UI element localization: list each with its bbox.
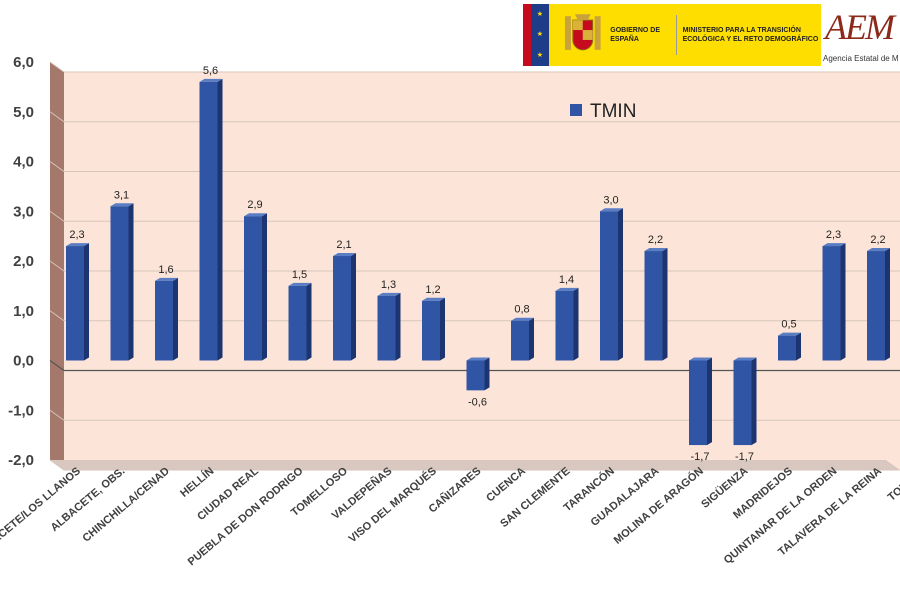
gridline	[49, 61, 65, 73]
bar	[822, 243, 846, 361]
bar	[644, 248, 668, 361]
y-tick-label: 0,0	[13, 353, 34, 370]
data-label: 2,1	[336, 239, 351, 251]
x-tick-label: ALBACETE, OBS.	[49, 465, 128, 534]
x-tick-label: VISO DEL MARQUÉS	[346, 464, 439, 545]
data-label: 2,3	[69, 229, 84, 241]
legend-swatch	[570, 104, 582, 116]
gridline	[49, 360, 65, 371]
bar	[511, 317, 534, 361]
data-label: -0,6	[468, 396, 487, 408]
data-label: 1,5	[292, 269, 307, 281]
plot-area	[49, 61, 900, 471]
floor	[50, 460, 900, 470]
aemet-subtitle: Agencia Estatal de M	[823, 54, 899, 63]
data-label: 0,5	[781, 319, 796, 331]
data-label: -1,7	[691, 451, 710, 463]
bar	[66, 243, 89, 361]
bar	[733, 357, 757, 446]
ministry-label: MINISTERIO PARA LA TRANSICIÓN ECOLÓGICA …	[682, 27, 819, 43]
data-label: 2,3	[826, 229, 841, 241]
gridline	[49, 310, 65, 322]
x-tick-label: CHINCHILLA/CENAD	[80, 465, 172, 545]
legend-label: TMIN	[590, 101, 636, 122]
gridline	[49, 161, 65, 172]
data-label: 5,6	[203, 65, 218, 77]
data-label: 2,2	[870, 234, 885, 246]
bar	[689, 357, 712, 446]
bar	[466, 357, 490, 391]
data-label: 2,2	[648, 234, 663, 246]
y-axis: -2,0 -1,0 0,0 1,0 2,0 3,0 4,0 5,0 6,0	[8, 54, 34, 469]
bar-series	[66, 78, 890, 446]
gridline	[49, 111, 65, 123]
bar	[377, 292, 401, 361]
gridline	[49, 260, 65, 272]
gridline	[49, 459, 65, 471]
data-label: 1,2	[425, 284, 440, 296]
bar	[555, 287, 579, 361]
y-tick-label: -1,0	[8, 402, 34, 419]
data-label: 1,4	[559, 274, 574, 286]
data-label: 3,1	[114, 189, 129, 201]
bar	[155, 277, 178, 361]
data-label: 1,3	[381, 279, 396, 291]
coat-of-arms-icon	[564, 14, 601, 51]
aemet-logo: AEM Agencia Estatal de M	[821, 4, 900, 66]
gridline	[49, 210, 65, 222]
bar	[333, 253, 356, 361]
government-label: GOBIERNO DE ESPAÑA	[610, 27, 661, 43]
y-tick-label: -2,0	[8, 452, 34, 469]
data-label: 1,6	[158, 264, 173, 276]
bar	[199, 78, 223, 361]
bar	[600, 208, 623, 361]
legend: TMIN	[570, 101, 636, 122]
data-label: 2,9	[247, 199, 262, 211]
y-tick-label: 6,0	[13, 54, 34, 71]
data-label: 0,8	[514, 304, 529, 316]
bar	[110, 203, 134, 361]
bar	[867, 248, 890, 361]
data-labels: 2,3 3,1 1,6 5,6 2,9 1,5 2,1 1,3 1,2 -0,6 0,8 1,4 3,0…	[69, 65, 885, 463]
data-label: -1,7	[735, 451, 754, 463]
y-tick-label: 1,0	[13, 303, 34, 320]
eu-flag-icon: ★ ★ ★	[523, 4, 549, 66]
bar	[244, 213, 267, 361]
government-logo: ★ ★ ★ GOBIERNO DE ESPAÑA MINISTERIO PARA L…	[523, 4, 821, 66]
data-label: 3,0	[603, 194, 618, 206]
aemet-mark: AEM	[825, 7, 895, 47]
x-tick-label: TOLEDO	[886, 465, 900, 504]
bar	[422, 297, 445, 361]
bar	[778, 332, 801, 361]
y-tick-label: 3,0	[13, 203, 34, 220]
x-tick-label: CUENCA	[484, 465, 528, 504]
y-tick-label: 5,0	[13, 104, 34, 121]
bar	[288, 282, 312, 361]
divider	[675, 15, 677, 55]
gridline	[49, 409, 65, 421]
y-tick-label: 4,0	[13, 154, 34, 171]
y-tick-label: 2,0	[13, 253, 34, 270]
